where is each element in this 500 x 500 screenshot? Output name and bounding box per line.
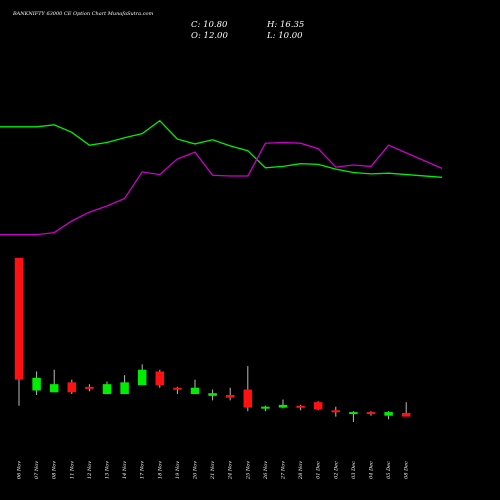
candle-body [225, 394, 235, 398]
candle-body [14, 258, 24, 380]
candle-body [190, 387, 200, 395]
indicator-lines [0, 119, 443, 236]
x-tick-label: 06 Nov [17, 461, 23, 479]
candle [366, 411, 376, 416]
x-tick-label: 28 Nov [298, 461, 304, 480]
x-tick-label: 13 Nov [105, 461, 111, 479]
candle-body [155, 371, 165, 386]
candle-body [137, 369, 147, 386]
candle [243, 366, 253, 412]
x-tick-label: 18 Nov [157, 461, 163, 479]
candle-body [243, 389, 253, 408]
chart-title: BANKNIFTY 63000 CE Option Chart MunafaSu… [12, 11, 154, 17]
candle-body [85, 386, 94, 389]
candles [14, 258, 411, 422]
candle-body [313, 402, 323, 410]
candle [208, 389, 217, 401]
close-value: C: 10.80 [191, 20, 228, 30]
candle-body [261, 406, 270, 409]
x-tick-label: 21 Nov [210, 461, 216, 480]
x-tick-label: 05 Dec [386, 461, 392, 479]
high-value: H: 16.35 [266, 20, 304, 30]
candle-body [102, 384, 112, 395]
x-tick-label: 08 Nov [52, 461, 58, 479]
indicator-line-2 [0, 141, 443, 236]
candle [120, 375, 129, 395]
x-axis-labels: 06 Nov 07 Nov 08 Nov 11 Nov 12 Nov 13 Nov 14 N… [17, 461, 410, 480]
candle-body [278, 404, 288, 408]
candle [278, 399, 288, 409]
candle-body [401, 412, 411, 417]
x-tick-label: 14 Nov [122, 461, 128, 479]
x-tick-label: 17 Nov [140, 461, 146, 479]
x-tick-label: 08 Dec [404, 461, 410, 479]
x-tick-label: 20 Nov [193, 461, 199, 480]
x-tick-label: 26 Nov [263, 461, 269, 480]
candle-body [173, 387, 182, 390]
candle-body [366, 412, 376, 415]
candle [14, 258, 24, 406]
candle [173, 386, 182, 395]
x-tick-label: 04 Dec [369, 461, 375, 479]
x-tick-label: 19 Nov [175, 461, 181, 479]
candle [401, 402, 411, 417]
candle-body [32, 377, 41, 391]
candle [102, 381, 112, 395]
candle-body [384, 412, 393, 416]
candle-body [208, 393, 217, 396]
candle-body [296, 405, 305, 408]
x-tick-label: 25 Nov [245, 461, 251, 480]
candle [67, 379, 77, 395]
candle [137, 364, 147, 386]
candle [85, 384, 94, 392]
candle [384, 411, 393, 420]
candle-body [67, 382, 77, 393]
x-tick-label: 27 Nov [281, 461, 287, 480]
candle [190, 379, 200, 395]
x-tick-label: 03 Dec [351, 461, 357, 479]
candle-body [349, 412, 358, 415]
candle-body [120, 382, 129, 395]
candle [349, 411, 358, 422]
candle-body [331, 410, 341, 413]
low-value: L: 10.00 [266, 31, 303, 41]
candle-body [49, 384, 59, 393]
candle [313, 401, 323, 411]
candle [155, 369, 165, 388]
x-tick-label: 11 Nov [69, 461, 75, 479]
indicator-line-1 [0, 119, 443, 178]
candle [296, 404, 305, 411]
x-tick-label: 01 Dec [316, 461, 322, 479]
candle [331, 406, 341, 417]
candle [49, 369, 59, 393]
candle [261, 405, 270, 412]
x-tick-label: 07 Nov [34, 461, 40, 479]
candle [32, 371, 41, 395]
candle [225, 387, 235, 401]
x-tick-label: 24 Nov [228, 461, 234, 480]
x-tick-label: 12 Nov [87, 461, 93, 479]
open-value: O: 12.00 [191, 31, 228, 41]
x-tick-label: 02 Dec [333, 461, 339, 479]
